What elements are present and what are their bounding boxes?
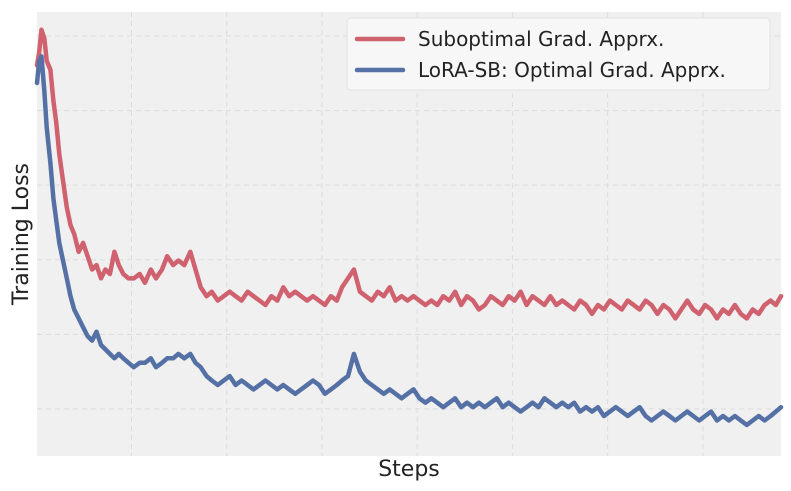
legend: Suboptimal Grad. Apprx. LoRA-SB: Optimal… (346, 17, 771, 91)
series-line-lora-sb (34, 54, 784, 428)
legend-label-suboptimal: Suboptimal Grad. Apprx. (418, 27, 664, 51)
series-layer (34, 27, 784, 428)
series-line-suboptimal (34, 27, 784, 321)
legend-label-lora-sb: LoRA-SB: Optimal Grad. Apprx. (418, 58, 726, 82)
y-axis-label: Training Loss (9, 163, 34, 306)
legend-box (346, 17, 771, 91)
x-axis-label: Steps (378, 457, 440, 482)
